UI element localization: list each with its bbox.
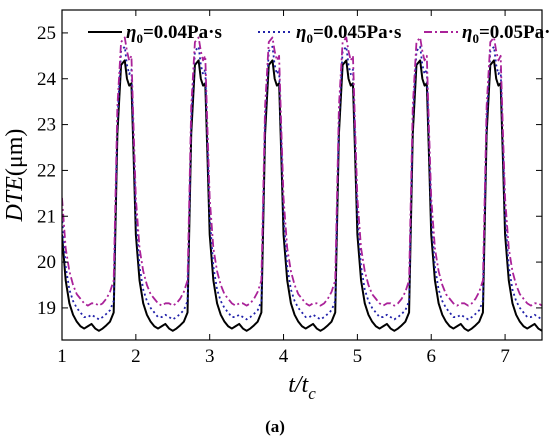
- plot-lines: [62, 36, 542, 332]
- legend-entry-2: η0=0.045Pa·s: [296, 22, 401, 46]
- series-line-3: [62, 36, 542, 307]
- series-line-2: [62, 45, 542, 321]
- legend-symbol: η: [296, 22, 306, 43]
- x-tick-label: 1: [57, 346, 67, 367]
- y-axis-label-unit: (μm): [2, 129, 28, 177]
- legend: η0=0.04Pa·s η0=0.045Pa·s η0=0.05Pa·s: [88, 22, 550, 46]
- y-axis-label: DTE(μm): [2, 129, 28, 223]
- x-tick-label: 5: [353, 346, 363, 367]
- x-tick-label: 4: [279, 346, 289, 367]
- x-axis-label: t/tc: [288, 372, 316, 403]
- legend-symbol: η: [462, 22, 472, 43]
- y-tick-label: 24: [37, 69, 57, 90]
- series-line-1: [62, 59, 542, 332]
- x-tick-label: 6: [426, 346, 436, 367]
- axes-frame: [61, 9, 543, 341]
- x-tick-label: 2: [131, 346, 141, 367]
- legend-entry-1: η0=0.04Pa·s: [126, 22, 222, 46]
- y-tick-label: 19: [37, 298, 56, 319]
- legend-subscript: 0: [472, 31, 479, 46]
- legend-subscript: 0: [306, 31, 313, 46]
- y-tick-label: 21: [37, 206, 56, 227]
- y-tick-label: 20: [37, 252, 56, 273]
- legend-symbol: η: [126, 22, 136, 43]
- y-tick-label: 25: [37, 23, 56, 44]
- legend-label-text: =0.045Pa·s: [313, 22, 401, 43]
- x-tick-label: 7: [500, 346, 510, 367]
- legend-entry-3: η0=0.05Pa·s: [462, 22, 550, 46]
- x-axis-label-sub: c: [308, 384, 316, 403]
- y-tick-label: 22: [37, 160, 56, 181]
- legend-label-text: =0.04Pa·s: [143, 22, 222, 43]
- figure-caption: (a): [265, 417, 285, 436]
- y-tick-label: 23: [37, 115, 56, 136]
- x-tick-label: 3: [205, 346, 215, 367]
- caption-text: (a): [265, 417, 285, 436]
- x-axis-label-main: t/t: [288, 372, 309, 398]
- legend-subscript: 0: [136, 31, 143, 46]
- y-axis-label-main: DTE: [2, 176, 28, 223]
- legend-label-text: =0.05Pa·s: [479, 22, 550, 43]
